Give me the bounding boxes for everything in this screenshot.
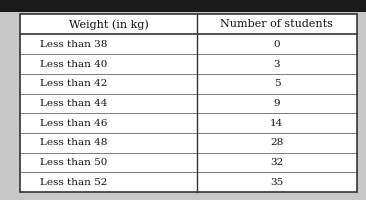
Text: 5: 5: [273, 79, 280, 88]
Bar: [20, 14, 357, 192]
Text: Number of students: Number of students: [220, 19, 333, 29]
Text: 9: 9: [273, 99, 280, 108]
Text: Weight (in kg): Weight (in kg): [69, 19, 148, 30]
Text: Less than 40: Less than 40: [40, 60, 108, 69]
Text: 28: 28: [270, 138, 284, 147]
Text: 14: 14: [270, 119, 284, 128]
Text: 0: 0: [273, 40, 280, 49]
Text: Less than 52: Less than 52: [40, 178, 108, 187]
Text: Less than 42: Less than 42: [40, 79, 108, 88]
Text: Less than 46: Less than 46: [40, 119, 108, 128]
Text: 35: 35: [270, 178, 284, 187]
Text: Less than 38: Less than 38: [40, 40, 108, 49]
Text: Less than 50: Less than 50: [40, 158, 108, 167]
Text: 32: 32: [270, 158, 284, 167]
Text: Less than 48: Less than 48: [40, 138, 108, 147]
Bar: [20, 14, 357, 192]
Text: Less than 44: Less than 44: [40, 99, 108, 108]
Text: 3: 3: [273, 60, 280, 69]
Bar: [0, 0, 366, 12]
